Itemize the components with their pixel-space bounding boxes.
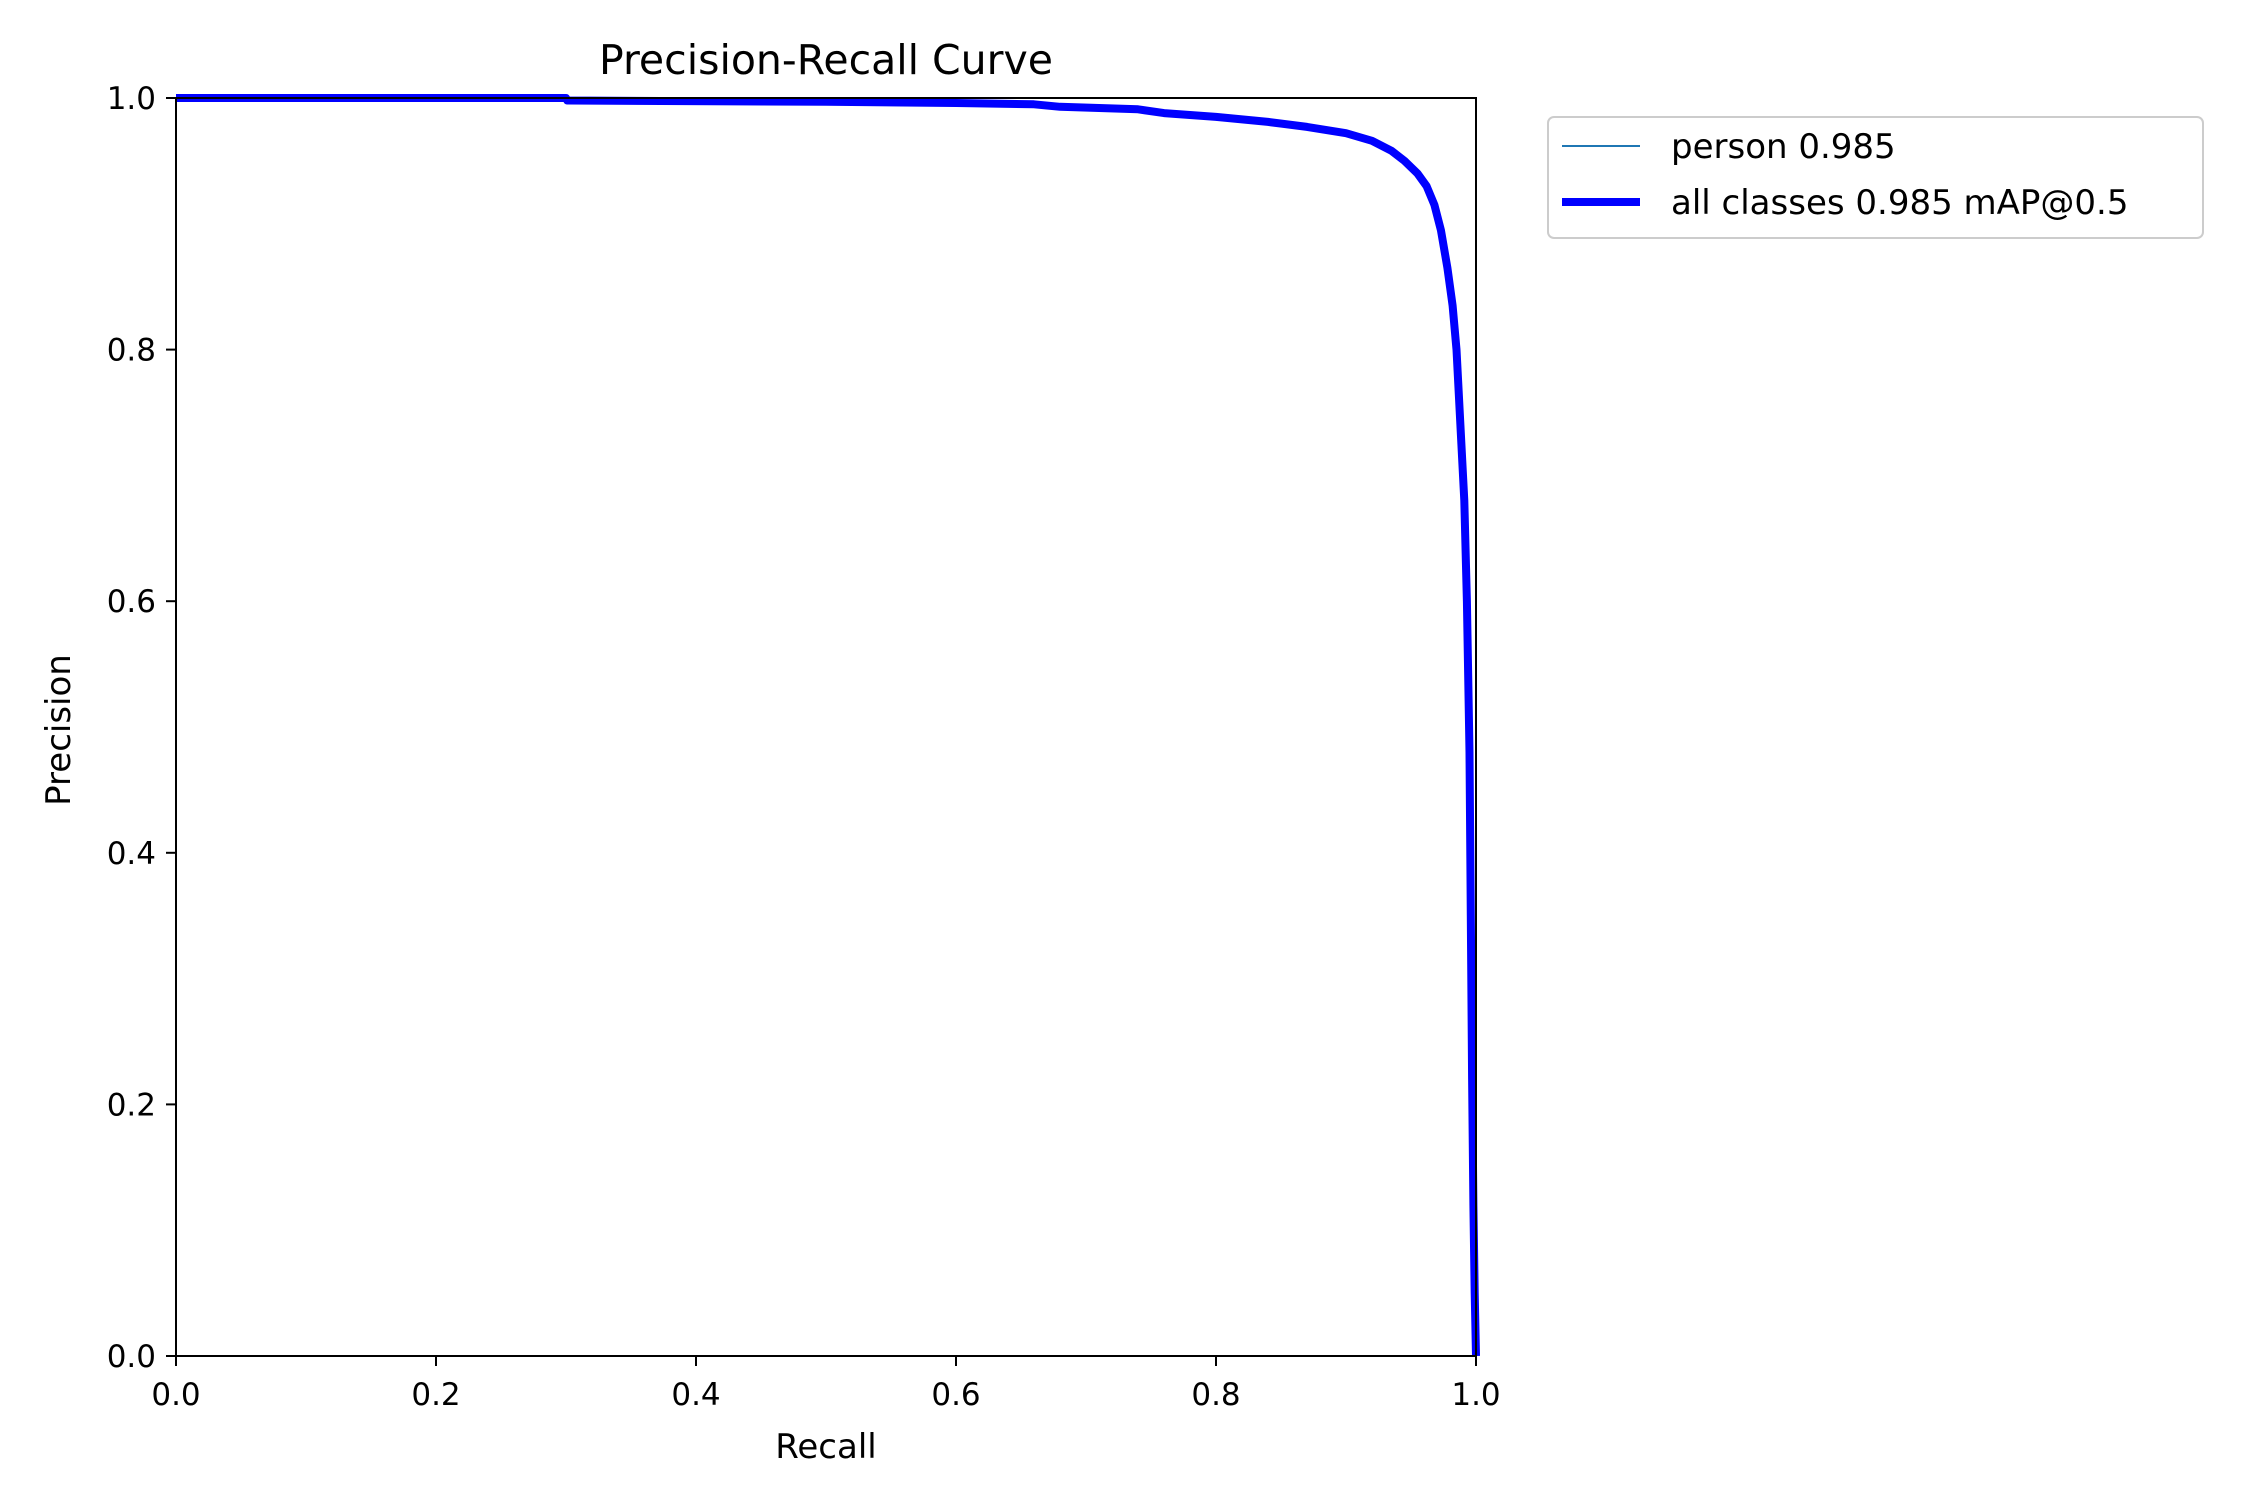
y-tick-label: 0.2	[107, 1087, 156, 1123]
y-tick-label: 0.8	[107, 333, 156, 369]
series-line-all-classes	[176, 94, 1480, 1357]
legend-label-all-classes: all classes 0.985 mAP@0.5	[1671, 183, 2128, 223]
plot-frame	[175, 97, 1477, 1357]
y-tick-label: 0.6	[107, 584, 156, 620]
y-axis-ticks: 0.0 0.2 0.4 0.6 0.8 1.0	[107, 81, 176, 1375]
legend: person 0.985 all classes 0.985 mAP@0.5	[1547, 116, 2204, 239]
x-tick-label: 1.0	[1451, 1377, 1500, 1413]
legend-label-person: person 0.985	[1671, 127, 1896, 167]
legend-box	[1547, 116, 2204, 239]
x-axis-title: Recall	[775, 1427, 876, 1467]
x-axis-ticks: 0.0 0.2 0.4 0.6 0.8 1.0	[151, 1356, 1501, 1413]
x-tick-label: 0.4	[671, 1377, 720, 1413]
x-tick-label: 0.2	[411, 1377, 460, 1413]
x-tick-label: 0.6	[931, 1377, 980, 1413]
x-tick-label: 0.8	[1191, 1377, 1240, 1413]
x-tick-label: 0.0	[151, 1377, 200, 1413]
series-line-person	[176, 97, 1477, 1357]
series-layer	[176, 94, 1480, 1357]
chart-title: Precision-Recall Curve	[599, 36, 1053, 84]
y-tick-label: 1.0	[107, 81, 156, 117]
y-tick-label: 0.4	[107, 836, 156, 872]
y-axis-title: Precision	[39, 654, 79, 806]
y-tick-label: 0.0	[107, 1339, 156, 1375]
